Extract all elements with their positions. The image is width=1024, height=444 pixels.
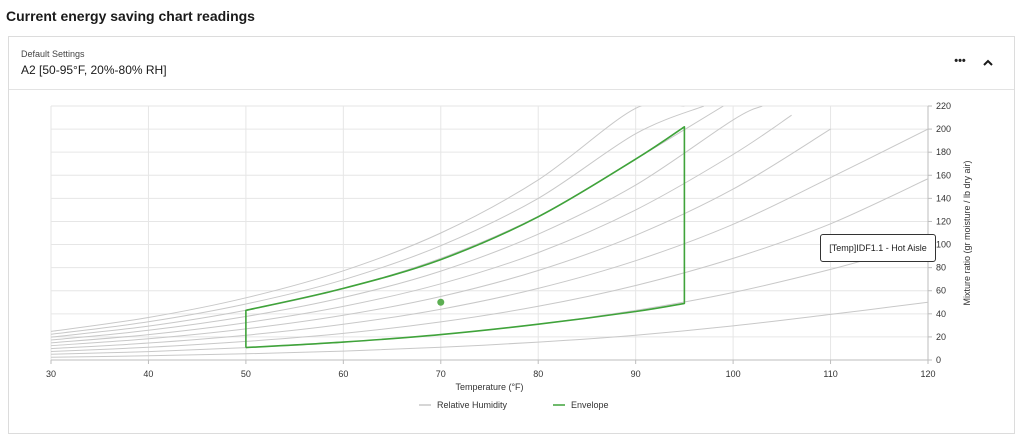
rh-curve-50pct [51, 128, 831, 347]
page-title: Current energy saving chart readings [6, 8, 255, 24]
y-tick-label: 40 [936, 309, 946, 319]
legend-label-envelope: Envelope [571, 400, 609, 410]
x-tick-label: 100 [726, 369, 741, 379]
x-tick-label: 70 [436, 369, 446, 379]
x-tick-label: 80 [533, 369, 543, 379]
y-tick-label: 140 [936, 193, 951, 203]
y-tick-label: 20 [936, 332, 946, 342]
rh-curve-100pct [51, 106, 685, 332]
rh-curves-group [51, 106, 928, 358]
rh-curve-90pct [51, 106, 705, 335]
y-tick-label: 100 [936, 240, 951, 250]
x-tick-label: 40 [143, 369, 153, 379]
y-tick-label: 0 [936, 355, 941, 365]
rh-curve-60pct [51, 114, 792, 344]
x-tick-label: 30 [46, 369, 56, 379]
sensor-point [437, 298, 445, 306]
y-tick-label: 120 [936, 216, 951, 226]
y-tick-label: 220 [936, 101, 951, 111]
y-tick-label: 80 [936, 263, 946, 273]
x-axis-title: Temperature (°F) [455, 382, 523, 392]
y-tick-label: 200 [936, 124, 951, 134]
x-tick-label: 90 [631, 369, 641, 379]
chevron-up-icon [983, 59, 993, 66]
rh-curve-70pct [51, 106, 763, 341]
envelope-line [245, 126, 686, 349]
x-tick-label: 60 [338, 369, 348, 379]
rh-curve-10pct [51, 301, 928, 358]
y-tick-label: 160 [936, 170, 951, 180]
point-tooltip: [Temp]IDF1.1 - Hot Aisle [820, 234, 936, 262]
y-tick-label: 180 [936, 147, 951, 157]
legend-label-rh: Relative Humidity [437, 400, 508, 410]
y-tick-label: 60 [936, 286, 946, 296]
more-options-button[interactable]: ••• [954, 55, 966, 67]
x-tick-label: 120 [920, 369, 935, 379]
rh-curve-30pct [51, 178, 928, 352]
x-tick-label: 110 [823, 369, 837, 379]
card-header: Default Settings A2 [50-95°F, 20%-80% RH… [9, 37, 1014, 90]
rh-curve-40pct [51, 128, 928, 350]
y-axis-title: Mixture ratio (gr moisture / lb dry air) [962, 160, 972, 305]
settings-label: Default Settings [21, 49, 85, 59]
collapse-button[interactable] [978, 55, 998, 71]
x-tick-label: 50 [241, 369, 251, 379]
chart-legend: Relative Humidity Envelope [419, 400, 609, 410]
settings-value: A2 [50-95°F, 20%-80% RH] [21, 63, 167, 77]
